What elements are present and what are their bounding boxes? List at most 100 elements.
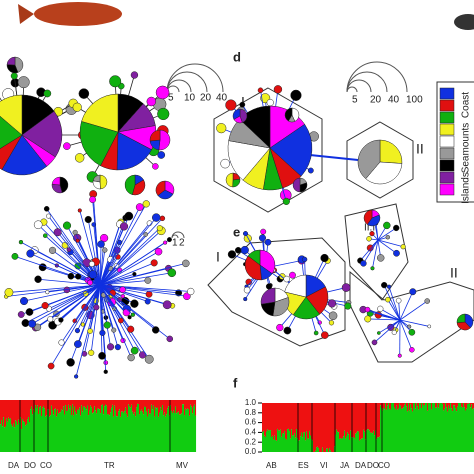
- network-link: [25, 284, 101, 324]
- structure-bar-red: [180, 400, 182, 415]
- structure-bar-green: [22, 418, 24, 452]
- structure-bar-green: [285, 438, 287, 452]
- structure-bar-red: [375, 403, 377, 431]
- structure-bar-red: [298, 403, 300, 441]
- network-link: [378, 319, 401, 334]
- haplotype: [130, 346, 139, 355]
- structure-bar-red: [194, 400, 196, 405]
- structure-bar-green: [376, 439, 378, 452]
- structure-bar-green: [434, 403, 436, 452]
- structure-bar-green: [462, 407, 464, 452]
- structure-bar-green: [23, 421, 25, 452]
- structure-bar-red: [274, 403, 276, 436]
- structure-bar-red: [286, 403, 288, 440]
- structure-bar-red: [69, 400, 71, 409]
- haplotype: [155, 85, 170, 100]
- pie-slice: [225, 172, 234, 188]
- structure-bar-red: [143, 400, 145, 415]
- haplotype: [307, 167, 314, 174]
- structure-bar-green: [151, 404, 153, 452]
- structure-bar-green: [139, 414, 141, 452]
- haplotype: [182, 259, 190, 268]
- structure-bar-green: [112, 404, 114, 452]
- structure-bar-green: [136, 407, 138, 452]
- structure-bar-green: [162, 405, 164, 452]
- structure-bar-green: [347, 432, 349, 452]
- structure-bar-red: [0, 400, 2, 425]
- haplotype: [409, 346, 415, 353]
- structure-bar-red: [355, 403, 357, 434]
- structure-bar-green: [137, 403, 139, 452]
- structure-bar-green: [150, 413, 152, 452]
- structure-bar-red: [127, 400, 129, 417]
- haplotype: [74, 153, 85, 163]
- structure-bar-red: [358, 403, 360, 432]
- structure-bar-red: [35, 400, 37, 406]
- haplotype: [26, 249, 35, 258]
- structure-bar-green: [161, 410, 163, 452]
- structure-bar-red: [173, 400, 175, 411]
- legend-swatch: [439, 99, 455, 112]
- structure-bar-red: [8, 400, 10, 418]
- structure-bar-red: [361, 403, 363, 439]
- structure-bar-red: [452, 403, 454, 412]
- network-link: [47, 284, 101, 293]
- structure-bar-green: [405, 403, 407, 452]
- structure-bar-green: [184, 415, 186, 452]
- illustrations: [18, 2, 474, 363]
- fish-image: [454, 14, 474, 30]
- haplotype: [424, 298, 431, 304]
- structure-bar-green: [138, 403, 140, 452]
- haplotype: [381, 281, 388, 289]
- haplotype: [152, 326, 160, 334]
- structure-bar-red: [22, 400, 24, 419]
- structure-bar-green: [155, 407, 157, 452]
- structure-bar-green: [42, 407, 44, 452]
- haplotype: [144, 354, 154, 364]
- y-tick-label: 0.2: [245, 437, 257, 446]
- structure-bar-green: [28, 417, 30, 452]
- haplotype: [130, 299, 139, 308]
- pie-slice: [232, 178, 241, 188]
- haplotype: [157, 107, 170, 121]
- haplotype: [395, 297, 402, 304]
- structure-bar-green: [386, 409, 388, 452]
- structure-bar-green: [375, 430, 377, 452]
- structure-bar-green: [290, 438, 292, 452]
- haplotype: [89, 196, 97, 204]
- structure-bar-red: [304, 403, 306, 433]
- network-link: [91, 263, 101, 286]
- population-label: DA: [8, 461, 20, 470]
- structure-bar-red: [152, 400, 154, 410]
- structure-bar-red: [409, 403, 411, 411]
- fish-image: [34, 2, 122, 26]
- legend-label: Seamounts: [461, 123, 472, 174]
- network-link: [99, 249, 106, 286]
- structure-bar-red: [351, 403, 353, 438]
- structure-bar-green: [266, 431, 268, 452]
- structure-bar-green: [118, 411, 120, 452]
- haplotype: [120, 294, 125, 299]
- structure-bar-red: [84, 400, 86, 407]
- haplotype: [260, 228, 267, 235]
- network-link: [377, 227, 397, 241]
- structure-bar-red: [442, 403, 444, 404]
- structure-bar-green: [449, 408, 451, 452]
- structure-bar-red: [77, 400, 79, 410]
- structure-bar-green: [21, 429, 23, 452]
- structure-bar-red: [141, 400, 143, 410]
- structure-bar-red: [165, 400, 167, 417]
- structure-bar-green: [81, 405, 83, 452]
- structure-bar-green: [448, 405, 450, 452]
- structure-bar-red: [352, 403, 354, 438]
- structure-bar-red: [28, 400, 30, 418]
- structure-bar-red: [325, 403, 327, 452]
- scale-arc: [171, 231, 185, 239]
- structure-bar-green: [399, 403, 401, 452]
- structure-bar-green: [395, 409, 397, 452]
- structure-bar-green: [435, 407, 437, 452]
- structure-bar-green: [62, 410, 64, 452]
- network-link: [99, 262, 186, 286]
- structure-bar-green: [338, 432, 340, 452]
- haplotype: [159, 215, 166, 222]
